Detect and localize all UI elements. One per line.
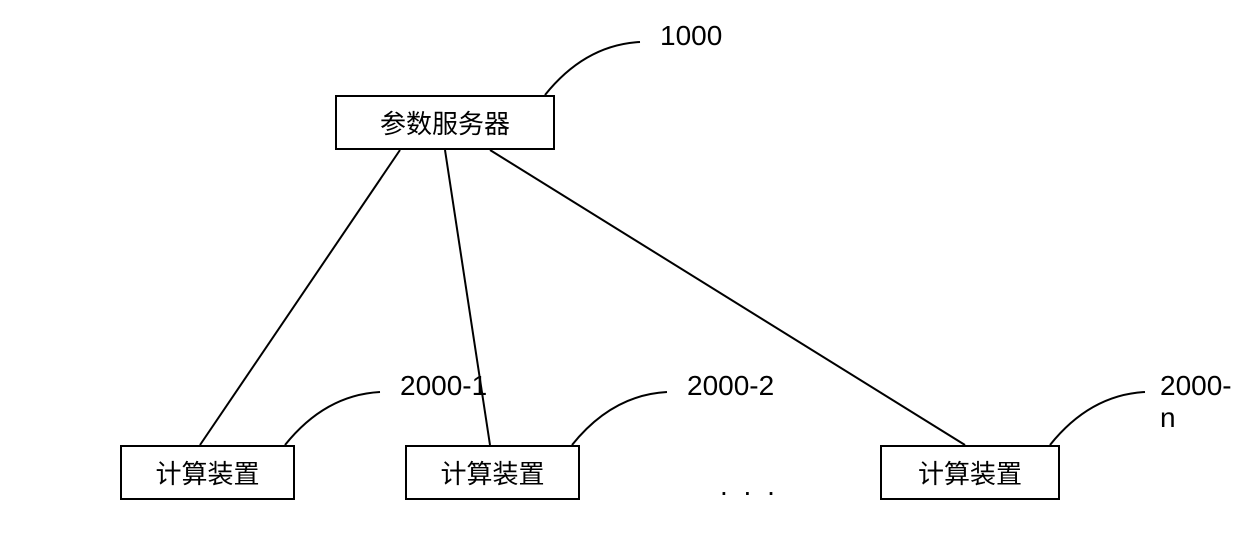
child-label-2: 计算装置 (440, 454, 544, 491)
child-node-2: 计算装置 (405, 445, 580, 500)
root-label: 参数服务器 (380, 104, 510, 141)
child-label-n: 计算装置 (918, 454, 1022, 491)
root-leader-path (545, 42, 640, 95)
ellipsis: . . . (720, 470, 779, 502)
root-ref: 1000 (660, 20, 722, 52)
root-leader (540, 30, 660, 100)
childn-ref: 2000-n (1160, 370, 1240, 434)
edge-1 (200, 150, 400, 445)
root-node: 参数服务器 (335, 95, 555, 150)
child-node-n: 计算装置 (880, 445, 1060, 500)
child-label-1: 计算装置 (155, 454, 259, 491)
childn-leader (1045, 380, 1165, 450)
child-node-1: 计算装置 (120, 445, 295, 500)
child1-leader-path (285, 392, 380, 445)
child1-leader (280, 380, 400, 450)
child1-ref: 2000-1 (400, 370, 487, 402)
child2-leader-path (572, 392, 667, 445)
childn-leader-path (1050, 392, 1145, 445)
child2-leader (567, 380, 687, 450)
child2-ref: 2000-2 (687, 370, 774, 402)
